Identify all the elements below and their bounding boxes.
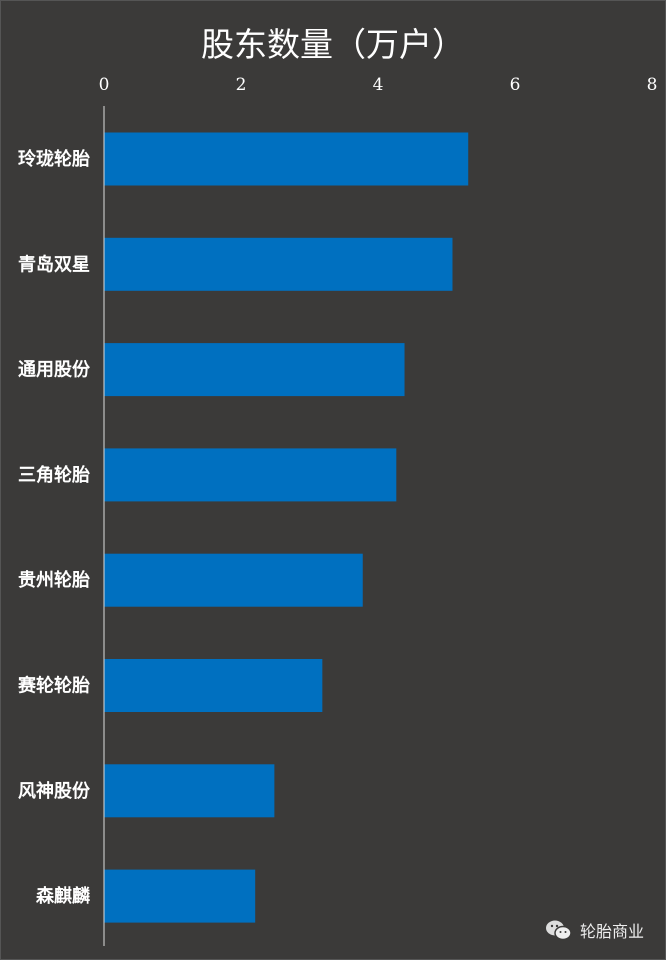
x-tick-label: 8 [647,75,658,95]
category-label: 玲珑轮胎 [18,148,90,170]
x-tick-label: 0 [99,75,110,95]
bar [104,869,256,923]
bar [104,343,405,397]
bar [104,132,469,186]
x-tick-label: 2 [236,75,247,95]
category-label: 贵州轮胎 [18,569,90,591]
bar [104,764,275,818]
x-tick-label: 4 [373,75,384,95]
category-label: 森麒麟 [36,885,91,907]
category-label: 青岛双星 [18,253,90,275]
category-label: 三角轮胎 [18,464,90,486]
category-label: 风神股份 [18,780,91,802]
bar [104,553,363,607]
chart-title: 股东数量（万户） [201,25,465,64]
x-tick-label: 6 [510,75,521,95]
bar [104,659,323,712]
bar [104,237,453,291]
category-label: 通用股份 [18,359,91,381]
wechat-icon [545,920,572,941]
category-label: 赛轮轮胎 [17,675,90,697]
watermark-text: 轮胎商业 [579,922,644,941]
watermark: 轮胎商业 [544,918,644,942]
bar [104,448,397,502]
